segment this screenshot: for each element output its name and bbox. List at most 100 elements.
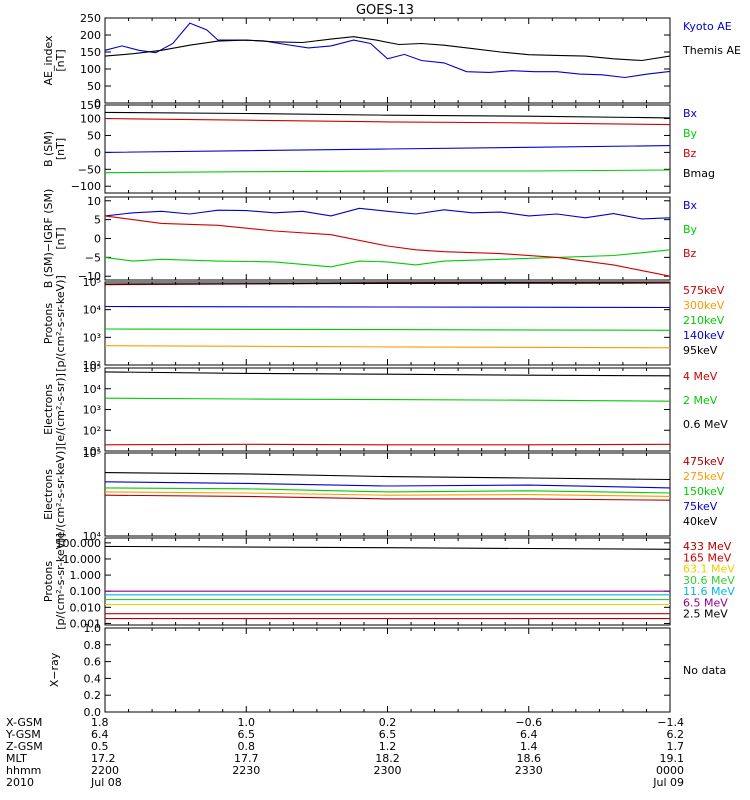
series-line — [104, 305, 671, 309]
y-tick-label: 0.6 — [84, 656, 102, 669]
y-tick-label: 10 — [87, 195, 101, 208]
y-axis-label-line: Electrons — [42, 384, 55, 435]
legend-entry: 210keV — [683, 314, 725, 327]
panel-ae: 0 50 100 150 200 250 AE_index[nT] Kyoto AE Themi… — [42, 12, 741, 110]
legend-entry: Bx — [683, 199, 698, 212]
axis-row-label: MLT — [6, 752, 27, 765]
axis-cell: 17.2 — [91, 752, 116, 765]
y-tick-label: 50 — [87, 80, 101, 93]
axis-cell: −1.4 — [657, 716, 684, 729]
series-line — [104, 481, 671, 489]
y-axis-label-line: Electrons — [42, 469, 55, 520]
axis-cell: Jul 09 — [652, 776, 684, 789]
legend-entry: By — [683, 223, 698, 236]
y-tick-label: −10 — [78, 270, 101, 283]
panel-bigrf: −10 −5 0 5 10 B (SM)−IGRF (SM)[nT] Bx By Bz — [42, 189, 698, 289]
legend-entry: 11.6 MeV — [683, 585, 735, 598]
axis-cell: 0.8 — [238, 740, 256, 753]
axis-cell: 1.7 — [667, 740, 685, 753]
series-line — [104, 494, 671, 501]
y-axis-label: Protons[p/(cm²-s-sr-keV)] — [42, 533, 67, 630]
y-tick-label: 0 — [94, 146, 101, 159]
panel-frame — [104, 627, 671, 713]
panel-frame — [104, 196, 671, 281]
series-line — [104, 472, 671, 481]
series-line — [104, 345, 671, 349]
series-line — [104, 282, 671, 285]
y-tick-label: 50 — [87, 129, 101, 142]
y-tick-label: 100.000 — [56, 537, 102, 550]
axis-cell: 1.2 — [379, 740, 397, 753]
axis-cell: 2230 — [232, 764, 260, 777]
y-axis-label: Electrons[e/(cm²-s-sr)] — [42, 373, 67, 446]
axis-cell: 18.2 — [375, 752, 400, 765]
legend-entry: 2 MeV — [683, 394, 718, 407]
axis-cell: 0.5 — [91, 740, 109, 753]
legend-entry: 165 MeV — [683, 551, 732, 564]
panel-frame — [104, 537, 671, 626]
legend-entry: Bmag — [683, 167, 715, 180]
legend-entry: 433 MeV — [683, 540, 732, 553]
series-line — [104, 145, 671, 153]
legend-entry: By — [683, 127, 698, 140]
legend-entry: 4 MeV — [683, 370, 718, 383]
axis-cell: 19.1 — [660, 752, 685, 765]
y-tick-label: 1.0 — [84, 622, 102, 635]
axis-row-label: X-GSM — [6, 716, 42, 729]
legend-entry: 40keV — [683, 515, 718, 528]
panel-frame — [104, 17, 671, 104]
legend-entry: 2.5 MeV — [683, 608, 728, 621]
legend-entry: Bz — [683, 247, 697, 260]
figure-title: GOES-13 — [356, 3, 414, 18]
y-axis-label: B (SM)[nT] — [42, 131, 67, 167]
y-tick-label: 0.2 — [84, 689, 102, 702]
axis-cell: 6.5 — [238, 728, 256, 741]
legend-entry: Bx — [683, 107, 698, 120]
y-tick-label: −5 — [85, 251, 101, 264]
axis-cell: 2300 — [374, 764, 402, 777]
y-axis-label-line: [e/(cm²-s-sr-keV)] — [54, 446, 67, 542]
y-axis-label-line: [p/(cm²-s-sr-keV)] — [54, 275, 67, 372]
legend-entry: Bz — [683, 147, 697, 160]
axis-cell: 6.2 — [667, 728, 685, 741]
y-tick-label: 0 — [94, 233, 101, 246]
y-axis-label: AE_index[nT] — [42, 35, 67, 86]
y-tick-label: 150 — [80, 46, 101, 59]
axis-row-label: Z-GSM — [6, 740, 43, 753]
axis-cell: 2330 — [515, 764, 543, 777]
axis-cell: 6.5 — [379, 728, 397, 741]
y-axis-label: Electrons[e/(cm²-s-sr-keV)] — [42, 446, 67, 542]
no-data-note: No data — [683, 664, 726, 677]
y-tick-label: 0.0 — [84, 706, 102, 719]
series-line — [104, 169, 671, 174]
legend-entry: 75keV — [683, 500, 718, 513]
y-tick-label: 0.8 — [84, 639, 102, 652]
y-axis-label-line: [nT] — [54, 138, 67, 160]
y-axis-label-line: [nT] — [54, 227, 67, 249]
axis-row-label: 2010 — [6, 776, 34, 789]
legend-entry: 30.6 MeV — [683, 574, 735, 587]
series-line — [104, 487, 671, 494]
legend-entry: 95keV — [683, 344, 718, 357]
y-axis-label: Protons[p/(cm²-s-sr-keV)] — [42, 275, 67, 372]
legend-entry: 275keV — [683, 470, 725, 483]
legend-entry: 150keV — [683, 485, 725, 498]
y-tick-label: 0.001 — [70, 617, 102, 630]
axis-cell: −0.6 — [515, 716, 542, 729]
legend-entry: Themis AE — [682, 44, 741, 57]
series-line — [104, 22, 671, 79]
legend-entry: 0.6 MeV — [683, 418, 728, 431]
axis-row-label: hhmm — [6, 764, 41, 777]
legend-entry: 140keV — [683, 329, 725, 342]
axis-row-label: Y-GSM — [5, 728, 41, 741]
axis-cell: 0.2 — [379, 716, 397, 729]
y-tick-label: 10² — [83, 359, 101, 372]
axis-cell: 17.7 — [234, 752, 259, 765]
series-line — [104, 328, 671, 331]
series-line — [104, 371, 671, 377]
y-axis-label-line: X−ray — [48, 652, 61, 687]
series-line — [104, 545, 671, 550]
